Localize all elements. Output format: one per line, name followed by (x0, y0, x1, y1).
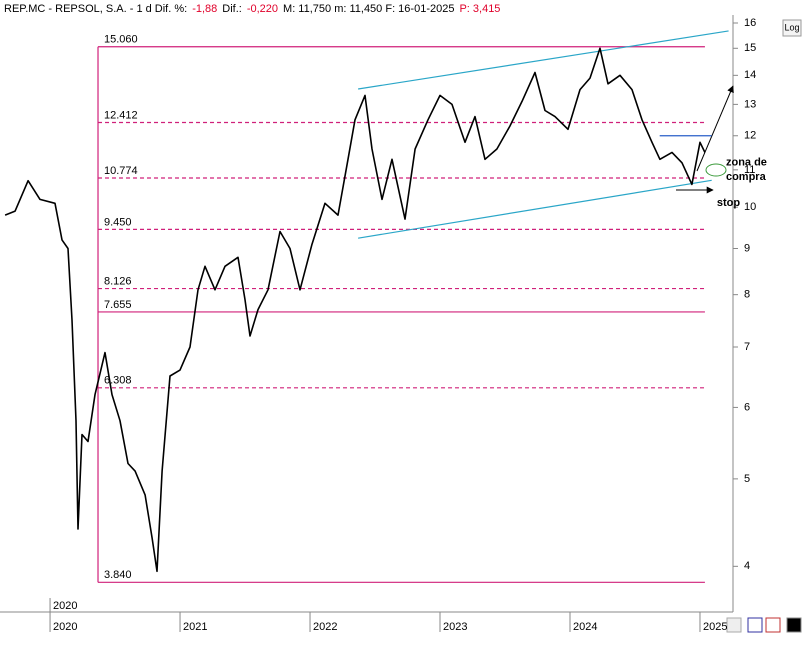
y-tick-label: 6 (744, 401, 750, 413)
x-tick-label: 2021 (183, 621, 207, 633)
y-tick-label: 10 (744, 201, 756, 213)
header-item: P: 3,415 (459, 3, 500, 15)
level-label: 15.060 (104, 34, 138, 46)
header-item: -1,88 (192, 3, 217, 15)
y-tick-label: 14 (744, 69, 756, 81)
log-button[interactable] (782, 19, 802, 37)
x-tick-label: 2020 (53, 621, 77, 633)
y-tick-label: 12 (744, 130, 756, 142)
price-line (4, 47, 706, 573)
x-tick-label: 2025 (703, 621, 727, 633)
level-label: 12.412 (104, 109, 138, 121)
y-tick-label: 7 (744, 341, 750, 353)
header-item: Dif.: (222, 3, 242, 15)
level-label: 3.840 (104, 569, 132, 581)
x-tick-label: 2024 (573, 621, 597, 633)
log-button-label[interactable]: Log (784, 22, 799, 32)
y-tick-label: 15 (744, 42, 756, 54)
y-tick-label: 13 (744, 98, 756, 110)
level-label: 8.126 (104, 275, 132, 287)
level-label: 7.655 (104, 299, 132, 311)
x-tick-label: 2022 (313, 621, 337, 633)
cursor-label: 2020 (53, 600, 77, 612)
color-icon[interactable] (786, 617, 802, 633)
arrow (696, 85, 734, 172)
annotation: zona de (726, 157, 767, 169)
icon[interactable] (765, 617, 781, 633)
header-item: -0,220 (247, 3, 278, 15)
y-tick-label: 8 (744, 289, 750, 301)
y-tick-label: 16 (744, 17, 756, 29)
header-item: M: 11,750 m: 11,450 F: 16-01-2025 (283, 3, 454, 15)
level-label: 9.450 (104, 216, 132, 228)
header-item: REP.MC - REPSOL, S.A. - 1 d Dif. %: (4, 3, 187, 15)
trend-line (358, 179, 712, 239)
annotation: stop (717, 197, 741, 209)
level-label: 6.308 (104, 375, 132, 387)
trend-line (358, 30, 729, 90)
annotation: compra (726, 171, 767, 183)
y-tick-label: 9 (744, 242, 750, 254)
y-tick-label: 11 (744, 164, 755, 176)
icon[interactable] (726, 617, 742, 633)
y-tick-label: 4 (744, 560, 750, 572)
x-tick-label: 2023 (443, 621, 467, 633)
buy-zone-ellipse (705, 163, 727, 177)
header: REP.MC - REPSOL, S.A. - 1 d Dif. %: -1,88… (4, 3, 500, 15)
y-tick-label: 5 (744, 473, 750, 485)
save-icon[interactable] (747, 617, 763, 633)
level-label: 10.774 (104, 165, 138, 177)
